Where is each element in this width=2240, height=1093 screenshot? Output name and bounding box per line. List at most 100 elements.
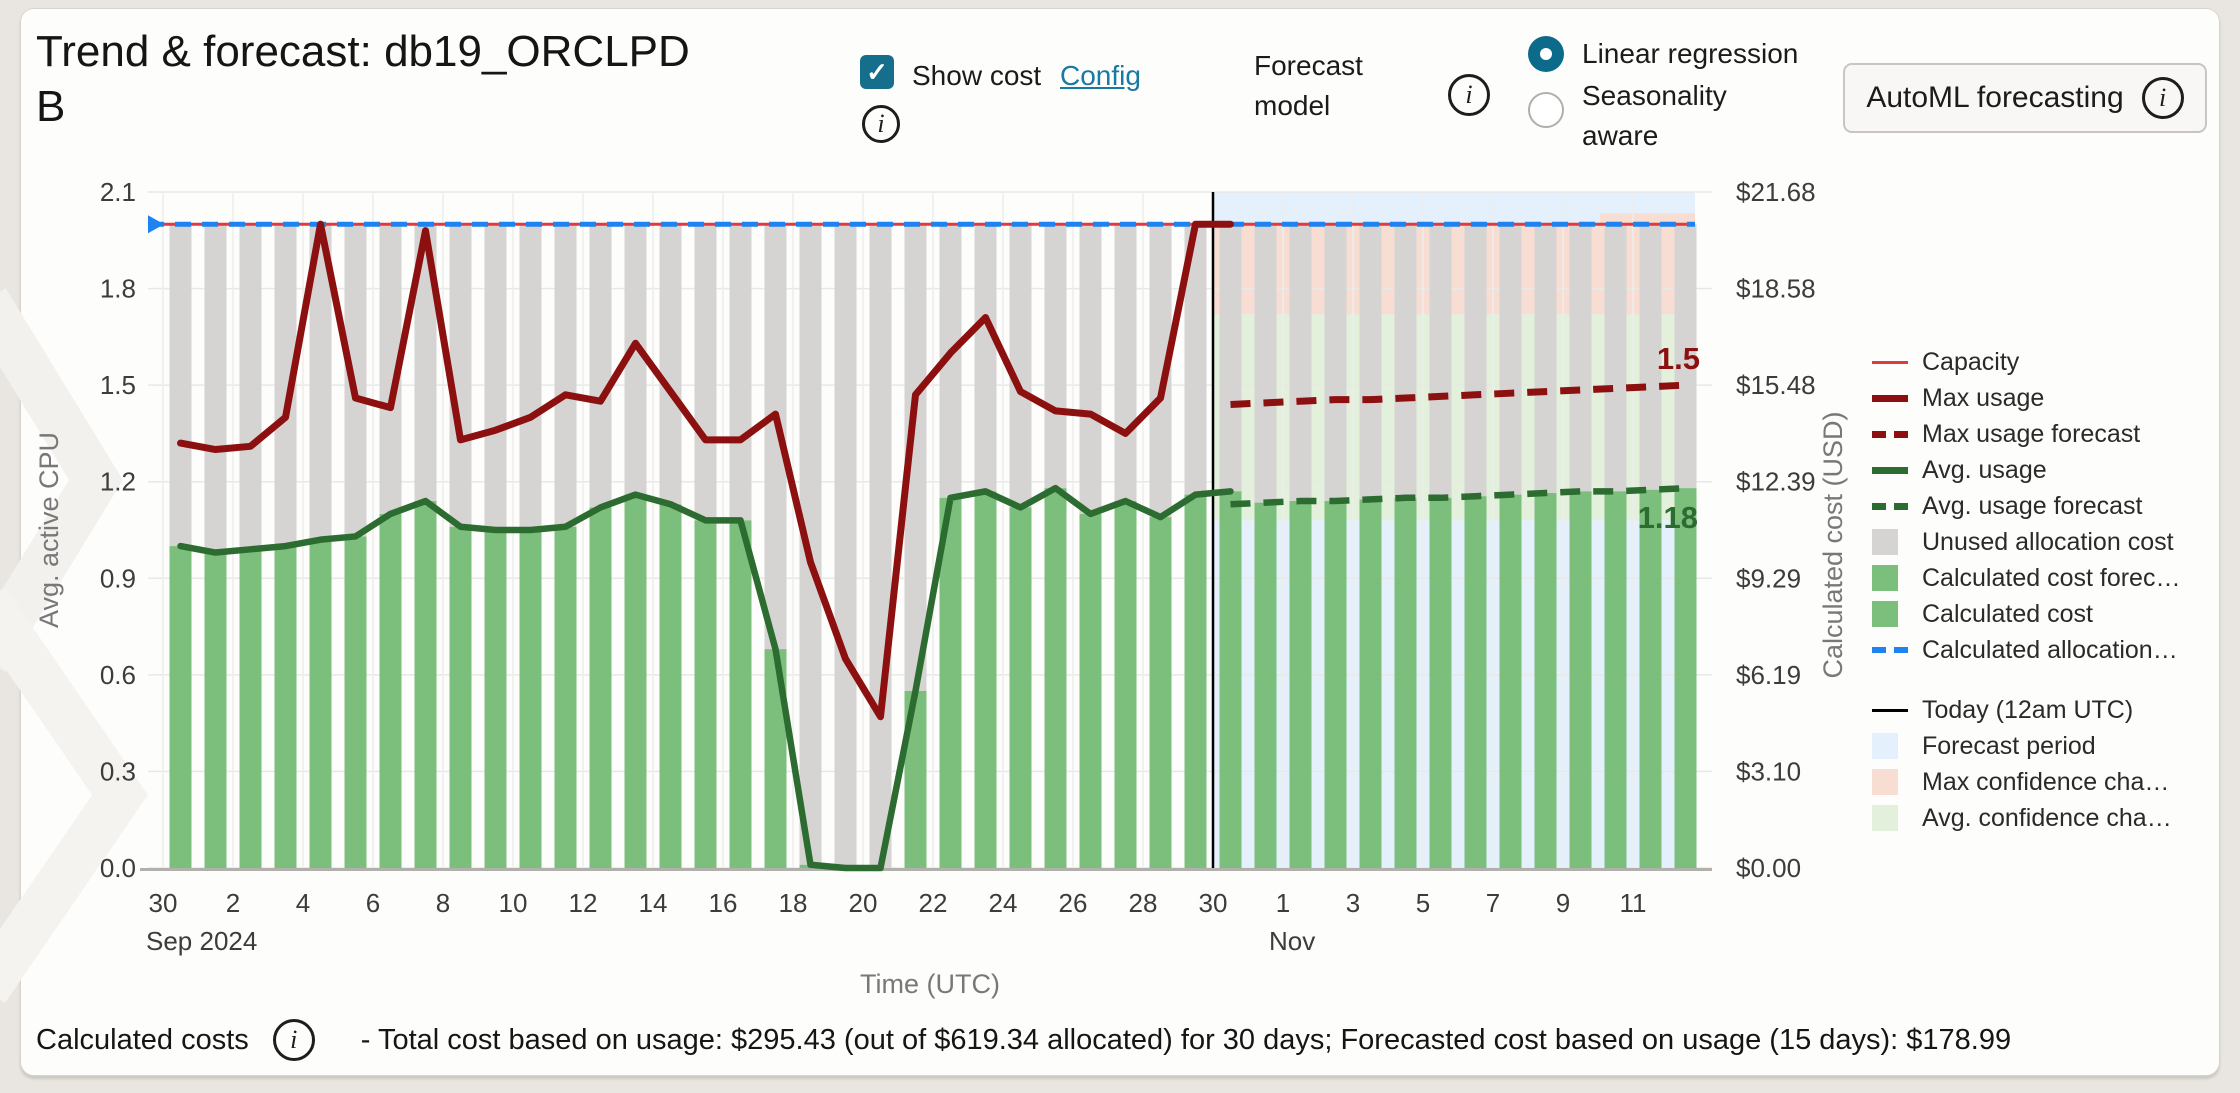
svg-text:0.0: 0.0 (100, 853, 136, 883)
svg-text:7: 7 (1486, 888, 1500, 918)
legend-label: Today (12am UTC) (1922, 695, 2134, 724)
svg-text:$18.58: $18.58 (1736, 274, 1816, 304)
svg-text:26: 26 (1059, 888, 1088, 918)
calculated-costs-summary: - Total cost based on usage: $295.43 (ou… (360, 1023, 2012, 1056)
svg-text:Calculated cost (USD): Calculated cost (USD) (1818, 411, 1848, 678)
legend-item: Avg. confidence cha… (1872, 800, 2228, 836)
legend-item: Capacity (1872, 344, 2228, 380)
legend-label: Capacity (1922, 347, 2020, 376)
show-cost-checkbox[interactable]: ✓ (860, 55, 894, 89)
svg-text:28: 28 (1129, 888, 1158, 918)
legend-swatch-square (1872, 733, 1898, 759)
avg-forecast-line (1230, 484, 1686, 508)
radio-seasonality-aware-label: Seasonality aware (1582, 80, 1727, 151)
svg-text:6: 6 (366, 888, 380, 918)
svg-text:$6.19: $6.19 (1736, 660, 1801, 690)
legend-label: Forecast period (1922, 731, 2096, 760)
svg-text:0.6: 0.6 (100, 660, 136, 690)
legend-label: Calculated allocation… (1922, 635, 2178, 664)
info-icon-forecast-model[interactable]: i (1448, 74, 1490, 116)
radio-linear-regression[interactable] (1528, 36, 1564, 72)
svg-text:20: 20 (849, 888, 878, 918)
svg-text:24: 24 (989, 888, 1018, 918)
svg-text:16: 16 (709, 888, 738, 918)
show-cost-label: Show cost (912, 60, 1042, 91)
legend-item: Today (12am UTC) (1872, 692, 2228, 728)
svg-text:$9.29: $9.29 (1736, 563, 1801, 593)
chart-legend: Capacity Max usage Max usage forecast Avg. … (1872, 344, 2228, 836)
legend-swatch-square (1872, 529, 1898, 555)
legend-swatch-square (1872, 805, 1898, 831)
info-glyph: i (2159, 83, 2167, 112)
legend-item: Calculated cost forec… (1872, 560, 2228, 596)
svg-text:Sep 2024: Sep 2024 (146, 926, 257, 956)
legend-item: Calculated allocation… (1872, 632, 2228, 668)
svg-text:Time (UTC): Time (UTC) (860, 969, 1000, 999)
info-icon-show-cost[interactable]: i (862, 105, 900, 143)
legend-item: Calculated cost (1872, 596, 2228, 632)
info-glyph: i (290, 1025, 298, 1054)
svg-text:2.1: 2.1 (100, 177, 136, 207)
legend-item: Avg. usage (1872, 452, 2228, 488)
svg-text:2: 2 (226, 888, 240, 918)
svg-text:11: 11 (1620, 888, 1647, 918)
forecast-model-label: Forecast model (1254, 50, 1363, 121)
svg-text:4: 4 (296, 888, 310, 918)
legend-item: Max confidence cha… (1872, 764, 2228, 800)
svg-text:8: 8 (436, 888, 450, 918)
legend-label: Max confidence cha… (1922, 767, 2170, 796)
automl-forecasting-button[interactable]: AutoML forecasting i (1843, 63, 2207, 133)
info-glyph: i (1465, 80, 1473, 109)
legend-label: Avg. confidence cha… (1922, 803, 2172, 832)
svg-text:Avg. active CPU: Avg. active CPU (34, 432, 64, 628)
svg-text:18: 18 (779, 888, 808, 918)
svg-text:9: 9 (1556, 888, 1570, 918)
legend-label: Max usage (1922, 383, 2045, 412)
svg-text:$21.68: $21.68 (1736, 177, 1816, 207)
svg-text:$0.00: $0.00 (1736, 853, 1801, 883)
legend-swatch-dash (1872, 647, 1908, 653)
max-forecast-line (1230, 381, 1686, 408)
legend-swatch-dash (1872, 430, 1908, 438)
svg-text:$12.39: $12.39 (1736, 467, 1816, 497)
info-glyph: i (877, 109, 885, 138)
svg-text:30: 30 (1199, 888, 1228, 918)
svg-text:$3.10: $3.10 (1736, 756, 1801, 786)
legend-label: Avg. usage forecast (1922, 491, 2143, 520)
legend-item: Max usage forecast (1872, 416, 2228, 452)
legend-swatch-square (1872, 769, 1898, 795)
radio-seasonality-aware[interactable] (1528, 92, 1564, 128)
legend-item: Unused allocation cost (1872, 524, 2228, 560)
info-icon-automl[interactable]: i (2141, 77, 2184, 119)
page-title: Trend & forecast: db19_ORCLPDB (36, 27, 690, 131)
radio-linear-regression-label: Linear regression (1582, 38, 1799, 69)
legend-label: Calculated cost (1922, 599, 2093, 628)
legend-item: Max usage (1872, 380, 2228, 416)
legend-swatch-line (1872, 394, 1908, 402)
info-icon-calculated-costs[interactable]: i (272, 1019, 315, 1061)
svg-text:1.2: 1.2 (100, 467, 136, 497)
svg-text:14: 14 (639, 888, 668, 918)
svg-text:1.18: 1.18 (1638, 500, 1698, 535)
legend-swatch-line (1872, 360, 1908, 364)
svg-text:5: 5 (1416, 888, 1430, 918)
legend-swatch-line (1872, 708, 1908, 712)
legend-label: Avg. usage (1922, 455, 2047, 484)
config-link[interactable]: Config (1060, 60, 1141, 91)
svg-text:10: 10 (499, 888, 528, 918)
legend-label: Unused allocation cost (1922, 527, 2174, 556)
max-usage-line (177, 220, 1234, 721)
legend-swatch-square (1872, 565, 1898, 591)
calculated-costs-label: Calculated costs (36, 1023, 249, 1056)
legend-swatch-dash (1872, 502, 1908, 510)
legend-swatch-line (1872, 466, 1908, 474)
svg-text:22: 22 (919, 888, 948, 918)
svg-text:30: 30 (149, 888, 178, 918)
cost-bars (169, 224, 1697, 868)
legend-label: Calculated cost forec… (1922, 563, 2181, 592)
svg-text:0.9: 0.9 (100, 563, 136, 593)
svg-text:1.5: 1.5 (1657, 341, 1700, 376)
svg-text:$15.48: $15.48 (1736, 370, 1816, 400)
svg-text:1.8: 1.8 (100, 274, 136, 304)
